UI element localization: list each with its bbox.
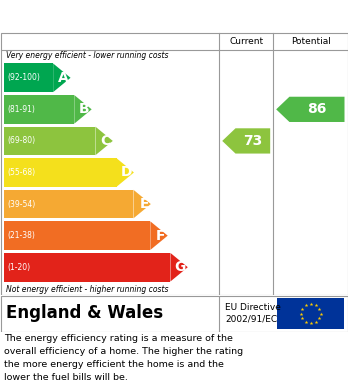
Bar (4, 158, 117, 187)
Text: A: A (58, 71, 69, 85)
Text: Very energy efficient - lower running costs: Very energy efficient - lower running co… (6, 52, 168, 61)
Text: D: D (120, 165, 132, 179)
Text: G: G (174, 260, 186, 274)
Text: (39-54): (39-54) (7, 199, 35, 208)
Text: Potential: Potential (291, 36, 331, 45)
Polygon shape (276, 97, 345, 122)
Text: B: B (79, 102, 90, 117)
Text: England & Wales: England & Wales (6, 305, 163, 323)
Polygon shape (95, 127, 113, 155)
Bar (4, 190, 133, 218)
Text: The energy efficiency rating is a measure of the
overall efficiency of a home. T: The energy efficiency rating is a measur… (4, 334, 243, 382)
Text: (92-100): (92-100) (7, 73, 40, 82)
Bar (4, 253, 171, 282)
Text: (81-91): (81-91) (7, 105, 35, 114)
Polygon shape (171, 253, 188, 282)
Text: EU Directive
2002/91/EC: EU Directive 2002/91/EC (225, 303, 281, 324)
Bar (4, 221, 150, 250)
Text: Current: Current (229, 36, 263, 45)
Text: (21-38): (21-38) (7, 231, 35, 240)
Text: (1-20): (1-20) (7, 263, 30, 272)
Text: F: F (156, 229, 166, 243)
Polygon shape (117, 158, 134, 187)
Bar (4, 95, 74, 124)
Bar (277, 298, 344, 329)
Bar (4, 63, 53, 92)
Text: Energy Efficiency Rating: Energy Efficiency Rating (8, 9, 218, 23)
Polygon shape (74, 95, 92, 124)
Polygon shape (133, 190, 151, 218)
Text: 86: 86 (307, 102, 327, 117)
Text: Not energy efficient - higher running costs: Not energy efficient - higher running co… (6, 285, 168, 294)
Bar (4, 127, 95, 155)
Text: C: C (101, 134, 111, 148)
Text: (69-80): (69-80) (7, 136, 35, 145)
Text: (55-68): (55-68) (7, 168, 35, 177)
Text: E: E (139, 197, 149, 211)
Polygon shape (53, 63, 71, 92)
Polygon shape (222, 128, 270, 154)
Text: 73: 73 (243, 134, 262, 148)
Polygon shape (150, 221, 168, 250)
